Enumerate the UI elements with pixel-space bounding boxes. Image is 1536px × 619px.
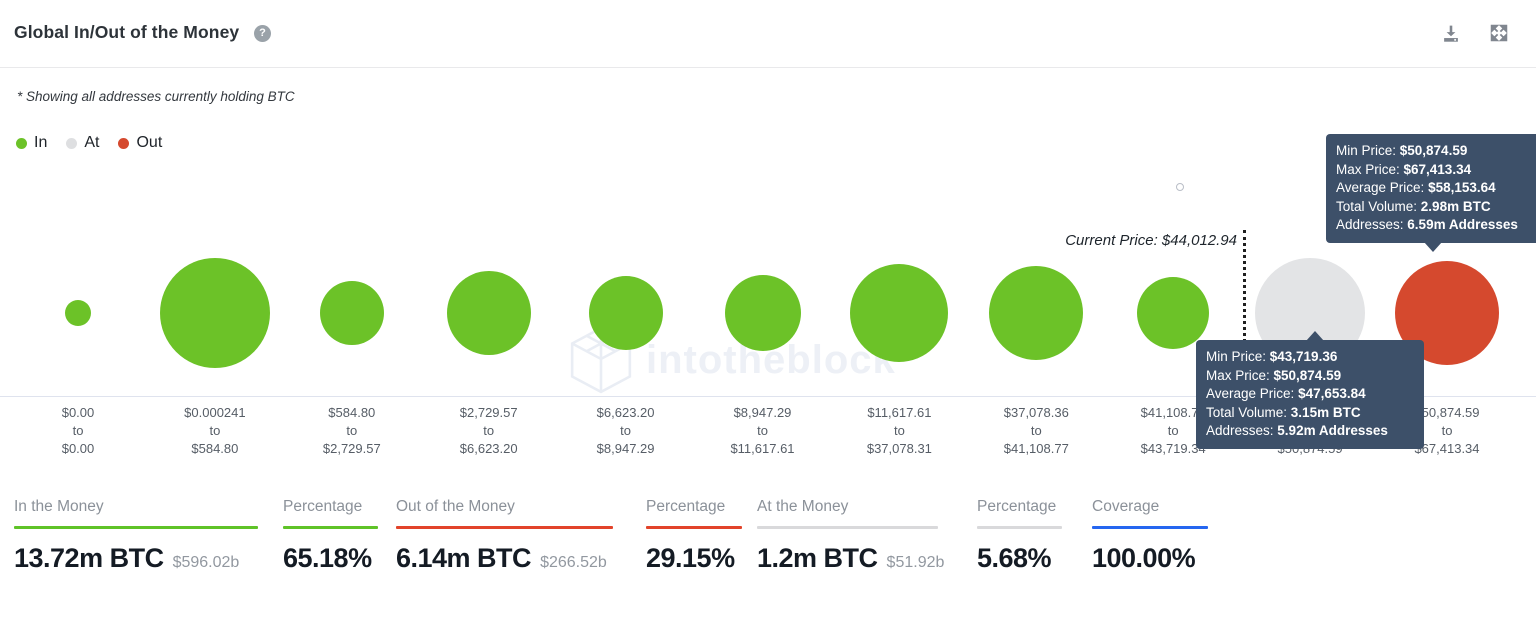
legend: In At Out — [16, 134, 162, 152]
legend-label: Out — [136, 134, 163, 151]
x-axis-label: $0.000241 to $584.80 — [184, 405, 246, 456]
tooltip-row: Average Price: $47,653.84 — [1206, 386, 1366, 402]
tooltip-row: Total Volume: 3.15m BTC — [1206, 404, 1361, 420]
stat-underline — [646, 526, 742, 529]
stat-value: 29.15% — [646, 543, 735, 573]
stat-value: 100.00% — [1092, 543, 1196, 573]
tooltip-arrow-icon — [1424, 241, 1442, 252]
stat-underline — [757, 526, 938, 529]
expand-icon — [1490, 24, 1508, 42]
stat-label: Coverage — [1092, 498, 1160, 515]
stat-value: 65.18% — [283, 543, 372, 573]
legend-label: At — [84, 134, 100, 151]
stat-label: Percentage — [283, 498, 363, 515]
stat-sub-value: $51.92b — [886, 554, 945, 571]
stat-label: Percentage — [977, 498, 1057, 515]
bubble-in[interactable] — [446, 271, 531, 355]
stat-value: 6.14m BTC — [396, 543, 532, 573]
x-axis-label: $6,623.20 to $8,947.29 — [596, 405, 655, 456]
x-axis-label: $2,729.57 to $6,623.20 — [459, 405, 518, 456]
bubble-in[interactable] — [65, 300, 91, 326]
stat-label: At the Money — [757, 498, 849, 515]
out-dot-icon — [118, 137, 130, 149]
bubble-in[interactable] — [1137, 277, 1210, 349]
bubble-in[interactable] — [989, 266, 1084, 360]
stat-at-the-money: At the Money 1.2m BTC $51.92b — [757, 498, 944, 574]
x-axis-label: $50,874.59 to $67,413.34 — [1414, 405, 1480, 456]
bubble-in[interactable] — [850, 264, 949, 362]
stat-underline — [977, 526, 1062, 529]
stat-underline — [14, 526, 258, 529]
tooltip-at-bucket: Min Price: $43,719.36 Max Price: $50,874… — [1196, 331, 1424, 449]
at-dot-icon — [66, 137, 78, 149]
stat-sub-value: $596.02b — [172, 554, 240, 571]
help-icon[interactable]: ? — [254, 25, 271, 42]
x-axis-line — [0, 396, 1536, 397]
legend-item-out[interactable]: Out — [118, 134, 162, 152]
stat-at-percentage: Percentage 5.68% — [977, 498, 1062, 574]
stat-value: 1.2m BTC — [757, 543, 878, 573]
x-axis-label: $41,108.78 to $43,719.34 — [1140, 405, 1206, 456]
tooltip-out-bucket: Min Price: $50,874.59 Max Price: $67,413… — [1326, 134, 1536, 252]
tooltip-row: Max Price: $50,874.59 — [1206, 367, 1342, 383]
stat-in-the-money: In the Money 13.72m BTC $596.02b — [14, 498, 258, 574]
stat-out-percentage: Percentage 29.15% — [646, 498, 742, 574]
legend-item-in[interactable]: In — [16, 134, 47, 152]
bubble-in[interactable] — [724, 275, 801, 351]
stat-label: Out of the Money — [396, 498, 515, 515]
stat-coverage: Coverage 100.00% — [1092, 498, 1208, 574]
stat-underline — [283, 526, 378, 529]
x-axis-label: $37,078.36 to $41,108.77 — [1003, 405, 1069, 456]
chart-note: * Showing all addresses currently holdin… — [17, 89, 295, 104]
tooltip-arrow-icon — [1306, 331, 1324, 341]
tooltip-row: Addresses: 5.92m Addresses — [1206, 423, 1388, 439]
stat-value: 5.68% — [977, 543, 1052, 573]
bubble-in[interactable] — [159, 258, 270, 368]
tooltip-row: Min Price: $43,719.36 — [1206, 349, 1338, 364]
tooltip-row: Min Price: $50,874.59 — [1336, 143, 1468, 158]
download-button[interactable] — [1440, 22, 1462, 44]
tooltip-row: Addresses: 6.59m Addresses — [1336, 217, 1518, 233]
bubble-in[interactable] — [588, 276, 663, 350]
download-icon — [1444, 25, 1458, 42]
tooltip-row: Max Price: $67,413.34 — [1336, 161, 1472, 177]
bubble-in[interactable] — [319, 281, 384, 345]
expand-button[interactable] — [1488, 22, 1510, 44]
stat-value: 13.72m BTC — [14, 543, 164, 573]
stat-underline — [396, 526, 613, 529]
stat-label: Percentage — [646, 498, 726, 515]
stat-in-percentage: Percentage 65.18% — [283, 498, 378, 574]
stat-sub-value: $266.52b — [540, 554, 607, 571]
x-axis-label: $0.00 to $0.00 — [61, 405, 95, 456]
page-title: Global In/Out of the Money — [14, 22, 240, 42]
stat-out-of-the-money: Out of the Money 6.14m BTC $266.52b — [396, 498, 613, 574]
tooltip-row: Average Price: $58,153.64 — [1336, 180, 1496, 196]
tooltip-row: Total Volume: 2.98m BTC — [1336, 198, 1491, 214]
legend-item-at[interactable]: At — [66, 134, 99, 152]
x-axis-label: $11,617.61 to $37,078.31 — [866, 405, 932, 456]
stat-label: In the Money — [14, 498, 104, 515]
legend-label: In — [34, 134, 48, 151]
stat-underline — [1092, 526, 1208, 529]
in-dot-icon — [16, 137, 27, 149]
x-axis-label: $584.80 to $2,729.57 — [322, 405, 381, 456]
current-price-label: Current Price: $44,012.94 — [1065, 232, 1237, 249]
point-marker-icon — [1176, 183, 1184, 191]
x-axis-label: $8,947.29 to $11,617.61 — [730, 405, 795, 456]
current-price-line — [1243, 230, 1246, 397]
header-divider — [0, 67, 1536, 68]
